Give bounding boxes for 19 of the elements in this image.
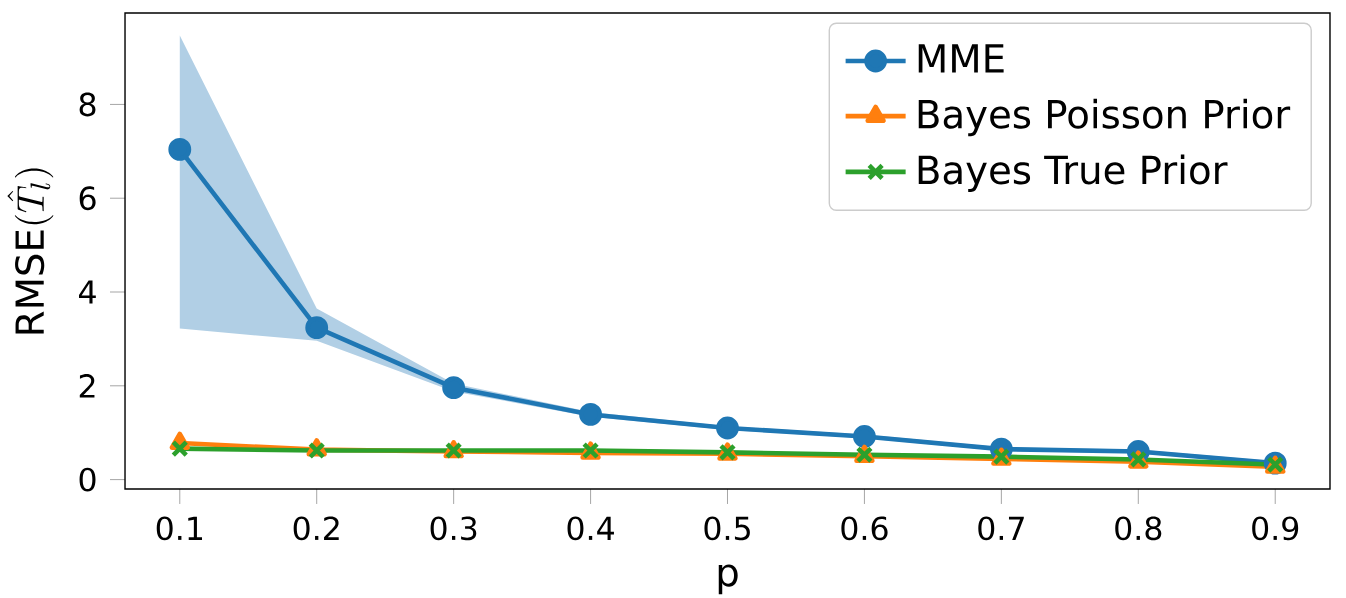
legend-label: Bayes True Prior <box>918 154 1228 192</box>
x-tick-label: 0.1 <box>156 516 203 541</box>
y-tick-label: 4 <box>79 280 96 304</box>
x-axis-title: p <box>718 564 738 595</box>
y-tick-label: 0 <box>79 467 96 492</box>
x-tick-label: 0.5 <box>704 516 750 541</box>
y-axis-title: $\mathrm{RMSE}(\hat{T}_l)$ <box>7 168 54 334</box>
x-tick-label: 0.3 <box>430 516 477 541</box>
x-tick-label: 0.2 <box>293 516 339 541</box>
x-tick-label: 0.6 <box>841 516 888 541</box>
y-tick-label: 8 <box>79 92 96 117</box>
x-tick-label: 0.8 <box>1115 516 1162 541</box>
y-tick-label: 2 <box>79 374 95 398</box>
x-tick-label: 0.7 <box>978 516 1024 541</box>
legend-label: Bayes Poisson Prior <box>918 98 1291 137</box>
x-tick-label: 0.4 <box>567 516 614 541</box>
y-tick-label: 6 <box>79 186 96 211</box>
x-tick-label: 0.9 <box>1252 516 1299 541</box>
legend-label: MME <box>918 44 1004 73</box>
